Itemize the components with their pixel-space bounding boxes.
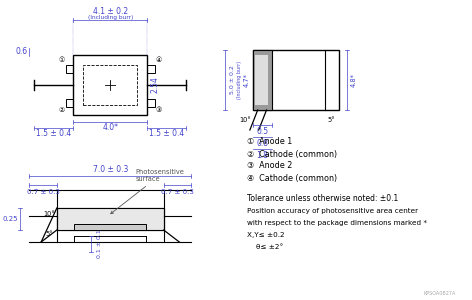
Bar [57, 208, 164, 230]
Text: X,Y≤ ±0.2: X,Y≤ ±0.2 [247, 232, 285, 238]
Text: 0.7 ± 0.3: 0.7 ± 0.3 [27, 189, 59, 195]
Bar [66, 99, 74, 107]
Text: 2.54: 2.54 [150, 76, 160, 93]
Text: 10°: 10° [43, 211, 55, 217]
Bar [255, 55, 269, 105]
Text: ④: ④ [156, 57, 162, 63]
Bar [66, 65, 74, 73]
Text: 4.0*: 4.0* [102, 122, 118, 131]
Text: 1.8: 1.8 [257, 151, 269, 160]
Bar [147, 65, 155, 73]
Text: (Including burr): (Including burr) [236, 61, 242, 99]
Bar [253, 50, 339, 110]
Text: ②: ② [59, 107, 65, 113]
Text: 0.25: 0.25 [2, 216, 17, 222]
Text: ①  Anode 1: ① Anode 1 [247, 137, 292, 146]
Text: θ≤ ±2°: θ≤ ±2° [247, 244, 283, 250]
Text: Photosensitive
surface: Photosensitive surface [111, 169, 184, 214]
Bar [147, 99, 155, 107]
Text: 5°: 5° [328, 117, 335, 123]
Text: Position accuracy of photosensitive area center: Position accuracy of photosensitive area… [247, 208, 418, 214]
Text: ④  Cathode (common): ④ Cathode (common) [247, 173, 337, 182]
Text: (Including burr): (Including burr) [87, 14, 133, 20]
Text: 4.1 ± 0.2: 4.1 ± 0.2 [93, 8, 128, 16]
Bar [75, 224, 146, 230]
Text: ③  Anode 2: ③ Anode 2 [247, 161, 292, 170]
Bar [253, 50, 272, 110]
Text: ②  Cathode (common): ② Cathode (common) [247, 149, 337, 158]
Text: 4.8*: 4.8* [351, 73, 357, 87]
Text: 0.8: 0.8 [257, 139, 269, 148]
Text: ③: ③ [156, 107, 162, 113]
Text: 1.5 ± 0.4: 1.5 ± 0.4 [149, 128, 184, 137]
Text: KPSOA0B27A: KPSOA0B27A [423, 291, 455, 296]
Bar [74, 55, 147, 115]
Text: ①: ① [59, 57, 65, 63]
Text: 0.6: 0.6 [16, 47, 28, 56]
Text: 10°: 10° [239, 117, 251, 123]
Text: 0.7 ± 0.3: 0.7 ± 0.3 [161, 189, 194, 195]
Text: 5.0 ± 0.2: 5.0 ± 0.2 [230, 66, 235, 94]
Text: 1.5 ± 0.4: 1.5 ± 0.4 [36, 128, 72, 137]
Text: 4.7*: 4.7* [244, 73, 250, 87]
Text: with respect to the package dimensions marked *: with respect to the package dimensions m… [247, 220, 427, 226]
Text: 5°: 5° [45, 231, 53, 237]
Text: Tolerance unless otherwise noted: ±0.1: Tolerance unless otherwise noted: ±0.1 [247, 194, 398, 203]
Bar [57, 208, 164, 230]
Text: 0.5: 0.5 [257, 127, 269, 136]
Bar [83, 65, 137, 105]
Text: 7.0 ± 0.3: 7.0 ± 0.3 [93, 166, 128, 175]
Text: 0.1 ± 0.1: 0.1 ± 0.1 [97, 230, 102, 258]
